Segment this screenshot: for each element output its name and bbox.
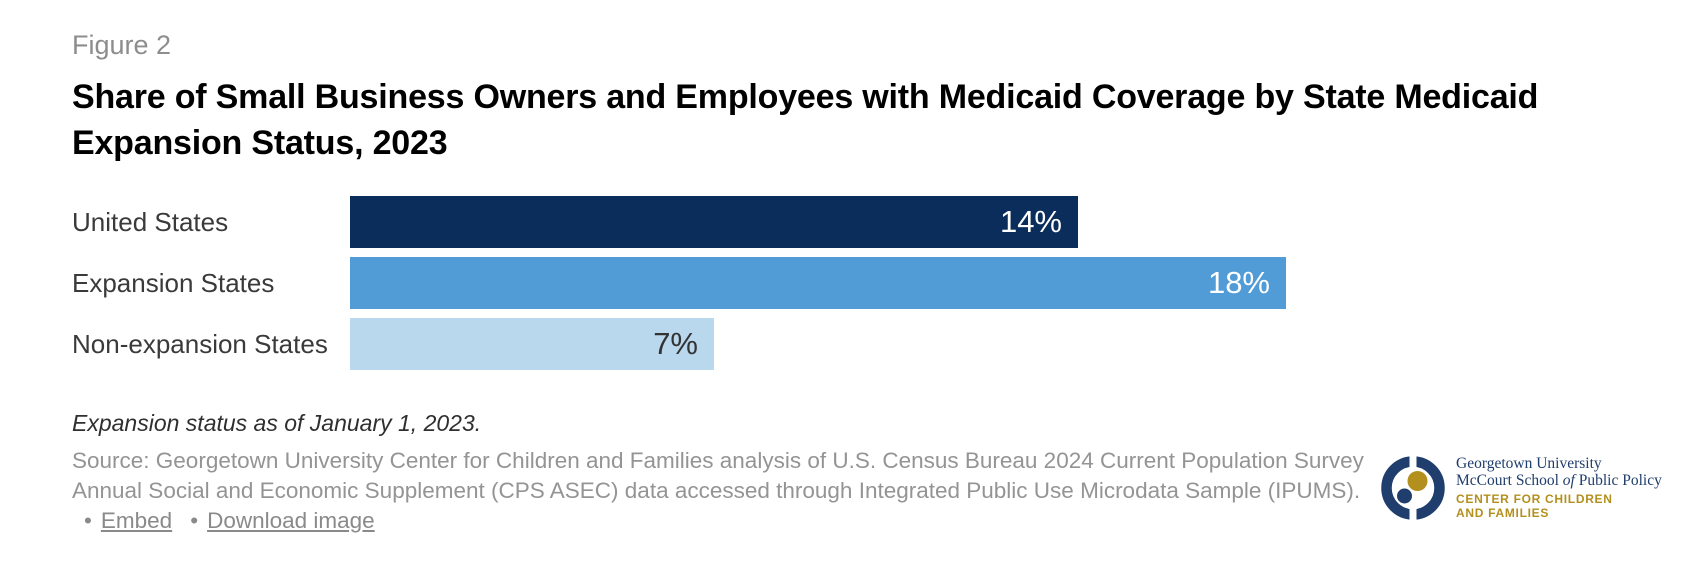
logo-mccourt-line: McCourt School of Public Policy [1456, 472, 1662, 489]
figure-label: Figure 2 [72, 30, 172, 60]
logo-mccourt-pre: McCourt School [1456, 472, 1563, 489]
chart-row: United States 14% [72, 196, 1632, 248]
row-label-united-states: United States [72, 206, 229, 237]
download-image-link[interactable]: Download image [207, 508, 375, 533]
embed-link[interactable]: Embed [100, 508, 173, 533]
chart-row: Expansion States 18% [72, 257, 1632, 309]
bar-chart: United States 14% Expansion States 18% N… [72, 196, 1632, 379]
bar-value-label: 7% [653, 326, 698, 361]
chart-row: Non-expansion States 7% [72, 318, 1632, 370]
bar-non-expansion-states: 7% [350, 318, 714, 370]
bullet-separator: • [84, 508, 92, 533]
source-text: Source: Georgetown University Center for… [72, 448, 1364, 503]
ccf-logo: Georgetown University McCourt School of … [1381, 455, 1662, 520]
bullet-separator: • [190, 508, 199, 533]
logo-mccourt-of: of [1562, 472, 1575, 489]
bar-united-states: 14% [350, 196, 1078, 248]
source-paragraph: Source: Georgetown University Center for… [72, 446, 1387, 536]
bar-value-label: 14% [999, 204, 1062, 239]
row-label-non-expansion-states: Non-expansion States [72, 328, 328, 359]
bar-value-label: 18% [1207, 265, 1270, 300]
georgetown-ccf-emblem-icon [1381, 455, 1445, 520]
page-title: Share of Small Business Owners and Emplo… [72, 78, 1539, 162]
expansion-status-note: Expansion status as of January 1, 2023. [72, 410, 482, 436]
row-label-expansion-states: Expansion States [72, 267, 275, 298]
logo-georgetown-line: Georgetown University [1456, 455, 1602, 472]
logo-ccf-line1: CENTER FOR CHILDREN [1456, 492, 1613, 506]
logo-mccourt-post: Public Policy [1574, 472, 1662, 489]
bar-expansion-states: 18% [350, 257, 1286, 309]
logo-ccf-line2: AND FAMILIES [1456, 506, 1550, 520]
logo-text-block: Georgetown University McCourt School of … [1456, 455, 1662, 520]
